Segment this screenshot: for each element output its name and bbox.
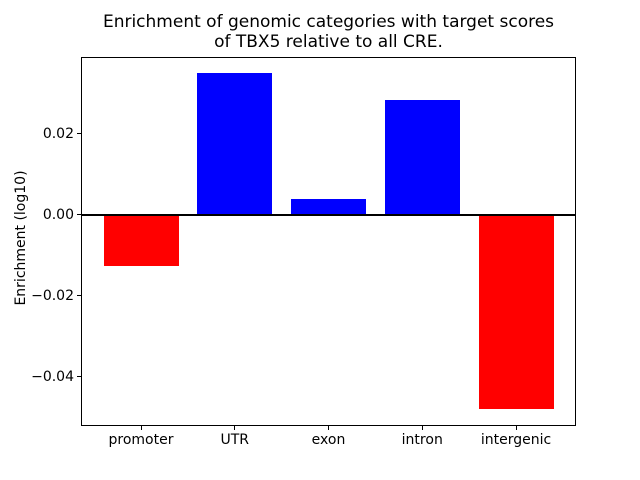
x-tick-label-exon: exon [311, 432, 346, 448]
x-tick-mark [515, 426, 517, 430]
y-tick-label: 0.00 [42, 206, 74, 223]
x-tick-label-intergenic: intergenic [480, 432, 552, 448]
y-tick-mark [77, 214, 81, 216]
x-tick-label-promoter: promoter [108, 432, 174, 448]
x-tick-label-intron: intron [401, 432, 443, 448]
plot-area [81, 57, 576, 426]
x-tick-mark [234, 426, 236, 430]
bar-intergenic [478, 214, 554, 410]
y-axis-label: Enrichment (log10) [13, 170, 29, 306]
chart-title: Enrichment of genomic categories with ta… [102, 12, 555, 53]
bar-exon [291, 198, 366, 215]
y-tick-mark [77, 295, 81, 297]
x-tick-label-UTR: UTR [220, 432, 250, 448]
x-tick-mark [421, 426, 423, 430]
y-tick-label: −0.04 [31, 368, 74, 385]
y-tick-label: 0.02 [42, 125, 74, 142]
bar-UTR [197, 73, 273, 215]
bar-intron [384, 99, 460, 215]
y-tick-mark [77, 376, 81, 378]
x-tick-mark [140, 426, 142, 430]
y-tick-label: −0.02 [31, 287, 74, 304]
bar-promoter [103, 214, 179, 266]
x-tick-mark [328, 426, 329, 430]
y-tick-mark [77, 133, 81, 135]
zero-line [82, 213, 575, 216]
